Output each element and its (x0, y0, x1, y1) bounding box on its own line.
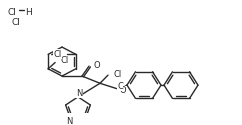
Text: Cl: Cl (113, 70, 121, 79)
Text: Cl: Cl (8, 8, 17, 17)
Text: C: C (117, 82, 123, 90)
Text: Cl: Cl (12, 18, 21, 27)
Text: O: O (93, 61, 100, 70)
Text: Cl: Cl (54, 50, 62, 59)
Text: N: N (76, 89, 82, 98)
Text: N: N (66, 117, 73, 125)
Text: Cl: Cl (60, 56, 68, 65)
Text: H: H (25, 8, 32, 17)
Text: O: O (120, 86, 127, 95)
